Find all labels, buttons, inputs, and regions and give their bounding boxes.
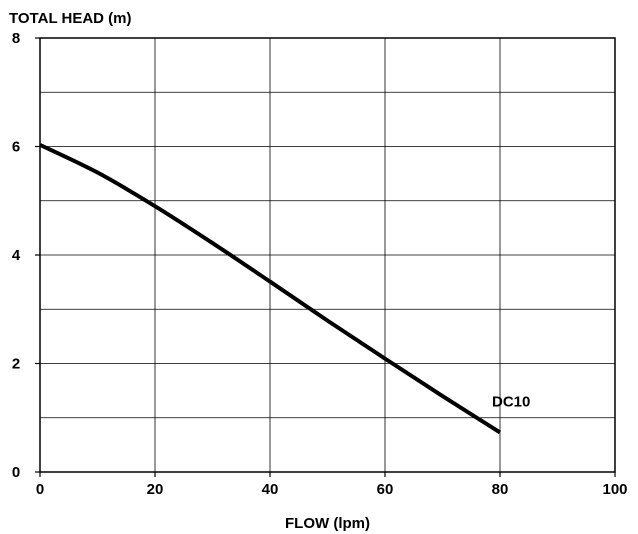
- y-tick-label: 6: [12, 139, 20, 156]
- y-tick-label: 4: [12, 247, 21, 264]
- y-tick-label: 8: [12, 30, 20, 47]
- x-tick-label: 100: [602, 481, 627, 498]
- x-tick-label: 0: [36, 481, 44, 498]
- series-line-dc10: [39, 143, 502, 435]
- grid: [40, 38, 615, 472]
- y-tick-label: 2: [12, 356, 20, 373]
- x-tick-label: 80: [492, 481, 509, 498]
- series-group: DC10: [39, 143, 530, 435]
- x-axis-title: FLOW (lpm): [285, 515, 370, 532]
- y-tick-labels: 0 2 4 6 8: [12, 30, 40, 481]
- x-tick-label: 40: [262, 481, 279, 498]
- x-tick-labels: 0 20 40 60 80 100: [36, 472, 628, 498]
- x-tick-label: 60: [377, 481, 394, 498]
- x-tick-label: 20: [147, 481, 164, 498]
- y-axis-title: TOTAL HEAD (m): [9, 10, 132, 27]
- series-label: DC10: [492, 393, 530, 410]
- y-tick-label: 0: [12, 464, 20, 481]
